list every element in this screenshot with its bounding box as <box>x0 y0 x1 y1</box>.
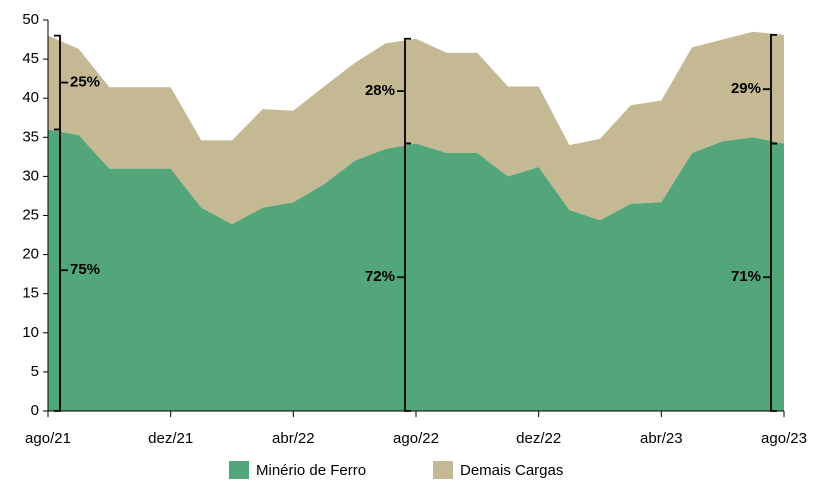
y-tick-label: 35 <box>22 128 39 145</box>
x-tick-label: ago/23 <box>761 430 807 447</box>
annotation: 75% <box>70 261 100 278</box>
bracket <box>397 37 411 145</box>
x-tick-label: ago/21 <box>25 430 71 447</box>
annotation: 28% <box>365 82 395 99</box>
area <box>48 31 784 225</box>
x-tick-label: ago/22 <box>393 430 439 447</box>
annotation: 72% <box>365 268 395 285</box>
y-tick-label: 40 <box>22 89 39 106</box>
x-tick-label: dez/22 <box>516 430 561 447</box>
y-tick-label: 10 <box>22 324 39 341</box>
legend-swatch <box>433 461 453 479</box>
annotation: 25% <box>70 74 100 91</box>
y-tick-label: 15 <box>22 285 39 302</box>
y-tick-label: 45 <box>22 50 39 67</box>
bracket <box>54 34 68 131</box>
x-tick-label: abr/22 <box>272 430 315 447</box>
y-tick-label: 50 <box>22 11 39 28</box>
annotation: 71% <box>731 268 761 285</box>
annotation: 29% <box>731 80 761 97</box>
x-tick-label: dez/21 <box>148 430 193 447</box>
y-tick-label: 0 <box>31 402 39 419</box>
legend-swatch <box>229 461 249 479</box>
x-tick-label: abr/23 <box>640 430 683 447</box>
y-tick-label: 25 <box>22 206 39 223</box>
y-tick-label: 30 <box>22 167 39 184</box>
y-tick-label: 5 <box>31 363 39 380</box>
y-tick-label: 20 <box>22 246 39 263</box>
bracket <box>763 33 777 145</box>
legend-label: Minério de Ferro <box>256 462 366 479</box>
legend-label: Demais Cargas <box>460 462 563 479</box>
area <box>48 129 784 412</box>
